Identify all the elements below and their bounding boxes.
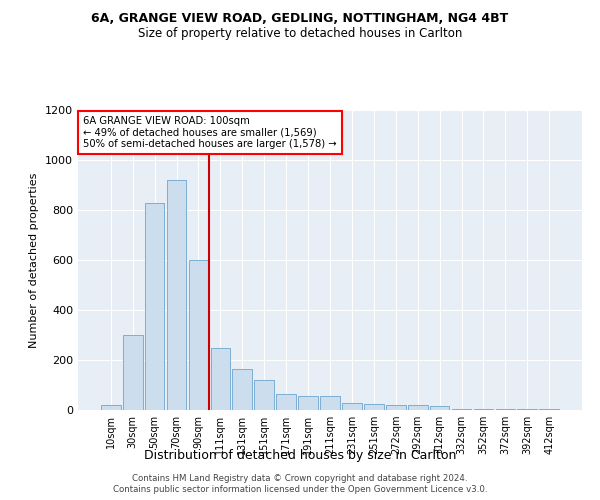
- Bar: [254, 380, 274, 410]
- Bar: [517, 409, 537, 410]
- Bar: [473, 409, 493, 410]
- Bar: [188, 260, 208, 410]
- Bar: [276, 394, 296, 410]
- Bar: [386, 405, 406, 410]
- Bar: [167, 180, 187, 410]
- Text: 6A, GRANGE VIEW ROAD, GEDLING, NOTTINGHAM, NG4 4BT: 6A, GRANGE VIEW ROAD, GEDLING, NOTTINGHA…: [91, 12, 509, 26]
- Bar: [430, 406, 449, 410]
- Bar: [123, 335, 143, 410]
- Bar: [320, 396, 340, 410]
- Bar: [145, 202, 164, 410]
- Y-axis label: Number of detached properties: Number of detached properties: [29, 172, 40, 348]
- Text: 6A GRANGE VIEW ROAD: 100sqm
← 49% of detached houses are smaller (1,569)
50% of : 6A GRANGE VIEW ROAD: 100sqm ← 49% of det…: [83, 116, 337, 149]
- Text: Size of property relative to detached houses in Carlton: Size of property relative to detached ho…: [138, 28, 462, 40]
- Bar: [298, 396, 318, 410]
- Text: Contains HM Land Registry data © Crown copyright and database right 2024.: Contains HM Land Registry data © Crown c…: [132, 474, 468, 483]
- Bar: [211, 348, 230, 410]
- Text: Distribution of detached houses by size in Carlton: Distribution of detached houses by size …: [144, 448, 456, 462]
- Bar: [452, 409, 472, 410]
- Bar: [232, 369, 252, 410]
- Bar: [101, 405, 121, 410]
- Bar: [496, 409, 515, 410]
- Bar: [408, 405, 428, 410]
- Text: Contains public sector information licensed under the Open Government Licence v3: Contains public sector information licen…: [113, 485, 487, 494]
- Bar: [342, 402, 362, 410]
- Bar: [364, 404, 384, 410]
- Bar: [539, 409, 559, 410]
